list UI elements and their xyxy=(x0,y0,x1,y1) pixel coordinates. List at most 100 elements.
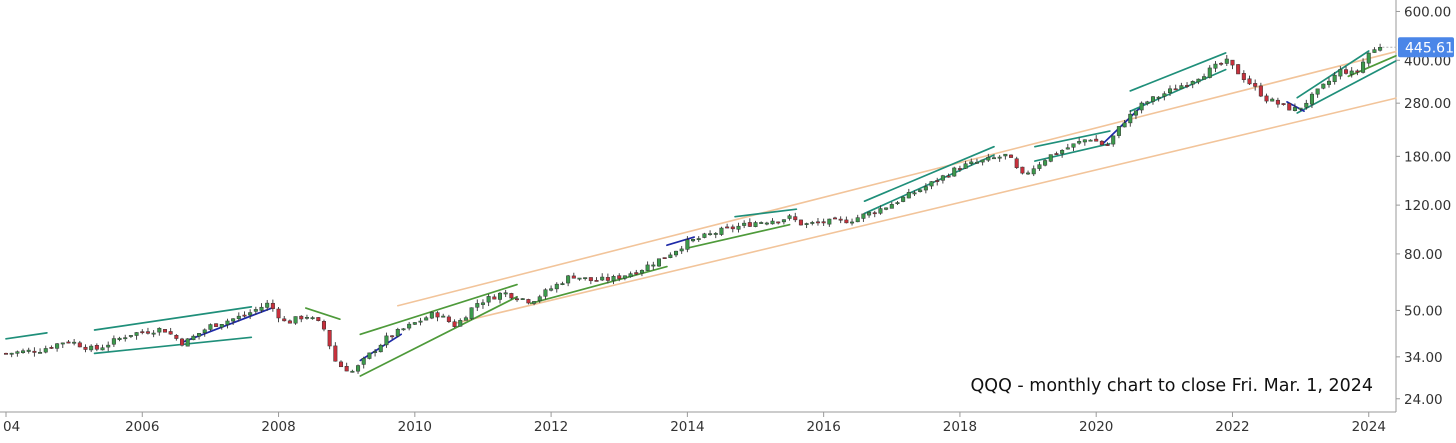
candle-body xyxy=(810,222,815,224)
candle-up xyxy=(685,236,690,253)
candle-up xyxy=(9,352,14,358)
candle-down xyxy=(605,273,610,284)
candle-up xyxy=(151,330,156,338)
candle-up xyxy=(395,327,400,338)
candle-body xyxy=(1185,85,1190,87)
x-axis-tick-label: 04 xyxy=(3,419,20,435)
candle-up xyxy=(906,188,911,199)
candle-body xyxy=(1048,154,1053,162)
candle-up xyxy=(889,201,894,209)
candle-body xyxy=(367,352,372,359)
candle-down xyxy=(526,298,531,305)
candle-body xyxy=(691,239,696,242)
channel-2005-top xyxy=(93,306,253,331)
candle-body xyxy=(293,316,298,324)
candle-body xyxy=(1372,49,1377,53)
candle-down xyxy=(1287,103,1292,111)
candle-body xyxy=(685,239,690,250)
trend-2009-green xyxy=(359,295,518,377)
candle-body xyxy=(759,222,764,224)
candle-up xyxy=(418,317,423,326)
candle-body xyxy=(600,276,605,281)
candle-up xyxy=(373,349,378,357)
candle-up xyxy=(668,252,673,259)
candle-body xyxy=(1355,70,1360,73)
candle-body xyxy=(702,233,707,238)
candle-body xyxy=(1173,88,1178,91)
candle-up xyxy=(691,238,696,243)
candle-up xyxy=(1168,85,1173,97)
candle-up xyxy=(1003,153,1008,160)
candle-up xyxy=(208,323,213,331)
candle-down xyxy=(390,335,395,340)
candle-up xyxy=(469,307,474,320)
channel-2005-bottom xyxy=(93,336,253,355)
candle-down xyxy=(1009,154,1014,158)
candle-body xyxy=(395,328,400,337)
candle-down xyxy=(1020,166,1025,175)
candle-body xyxy=(373,351,378,353)
candle-body xyxy=(736,225,741,230)
candle-body xyxy=(185,338,190,347)
candle-up xyxy=(1372,47,1377,53)
candle-body xyxy=(9,352,14,355)
candle-up xyxy=(100,344,105,351)
candle-body xyxy=(815,221,820,224)
candle-up xyxy=(1037,161,1042,171)
candle-down xyxy=(1344,66,1349,75)
candle-up xyxy=(713,232,718,239)
candle-body xyxy=(1003,153,1008,157)
candle-up xyxy=(1196,78,1201,85)
candle-body xyxy=(1156,96,1161,99)
candle-up xyxy=(549,285,554,292)
candle-up xyxy=(952,166,957,177)
candle-down xyxy=(1014,156,1019,169)
candle-body xyxy=(441,315,446,318)
candle-body xyxy=(191,335,196,341)
candle-up xyxy=(1207,65,1212,79)
candle-up xyxy=(367,352,372,360)
candle-down xyxy=(1355,69,1360,76)
candle-up xyxy=(753,220,758,228)
candle-body xyxy=(929,181,934,187)
candle-body xyxy=(662,257,667,259)
candle-body xyxy=(168,331,173,335)
candle-up xyxy=(1048,154,1053,163)
candle-body xyxy=(543,289,548,297)
candle-down xyxy=(634,269,639,276)
candle-down xyxy=(1236,64,1241,75)
x-axis-tick-label: 2014 xyxy=(670,419,704,435)
candle-down xyxy=(492,294,497,300)
x-axis-tick-label: 2012 xyxy=(534,419,568,435)
candle-up xyxy=(43,345,48,354)
candle-up xyxy=(645,261,650,271)
candle-body xyxy=(753,222,758,227)
candle-body xyxy=(549,288,554,291)
candle-body xyxy=(162,329,167,333)
candle-up xyxy=(185,338,190,347)
candle-body xyxy=(497,292,503,300)
candle-up xyxy=(656,258,661,267)
candle-body xyxy=(1241,73,1246,80)
candle-up xyxy=(929,181,934,190)
candle-up xyxy=(583,277,588,281)
candle-body xyxy=(1281,103,1286,105)
candle-up xyxy=(980,159,985,166)
candle-down xyxy=(276,307,281,323)
candle-up xyxy=(486,294,491,307)
candle-body xyxy=(480,302,485,305)
candle-up xyxy=(1361,58,1366,74)
candle-up xyxy=(974,158,979,164)
candle-up xyxy=(560,281,565,286)
candle-body xyxy=(242,314,247,317)
candle-body xyxy=(1349,70,1354,75)
candle-body xyxy=(878,208,883,214)
candle-up xyxy=(622,275,627,281)
candle-up xyxy=(861,213,866,222)
candle-body xyxy=(378,344,383,353)
candle-body xyxy=(991,157,997,160)
candle-body xyxy=(787,215,792,219)
candle-body xyxy=(66,341,71,344)
candle-up xyxy=(764,221,769,226)
